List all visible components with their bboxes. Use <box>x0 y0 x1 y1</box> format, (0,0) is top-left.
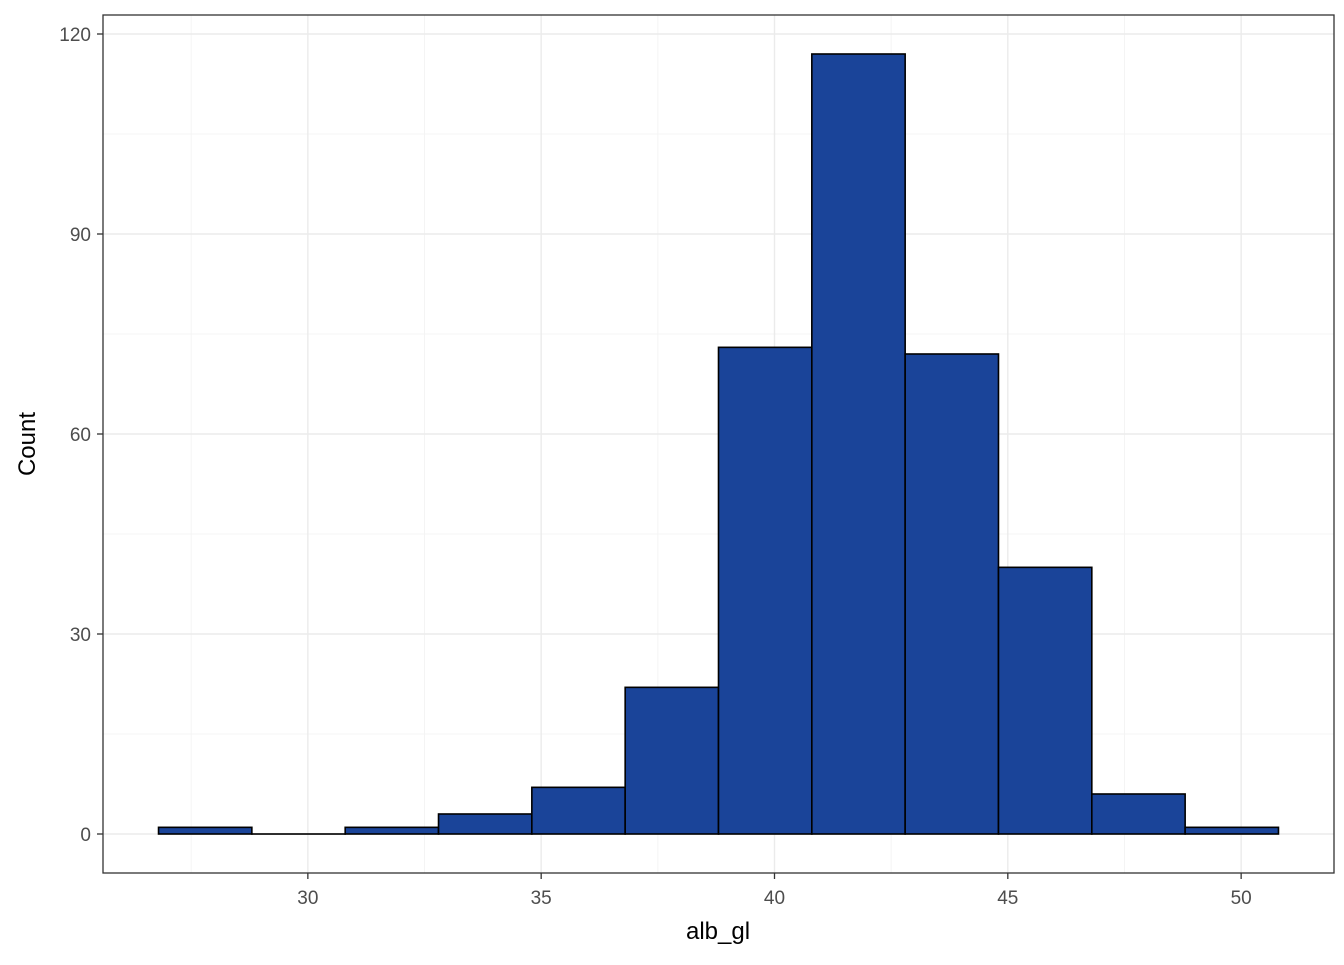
histogram-bar <box>905 354 998 834</box>
x-tick-label: 30 <box>297 888 318 909</box>
x-tick-label: 50 <box>1231 888 1252 909</box>
histogram-bar <box>345 827 438 834</box>
y-tick-label: 90 <box>70 225 91 246</box>
histogram-bar <box>1092 794 1185 834</box>
x-tick-label: 45 <box>997 888 1018 909</box>
x-tick-label: 35 <box>531 888 552 909</box>
y-tick-label: 120 <box>59 25 91 46</box>
histogram-bar <box>1185 827 1278 834</box>
y-axis-title: Count <box>14 412 41 476</box>
histogram-bar <box>812 54 905 834</box>
y-tick-label: 30 <box>70 625 91 646</box>
histogram-bar <box>625 687 718 834</box>
x-axis-title: alb_gl <box>686 918 750 945</box>
x-tick-label: 40 <box>764 888 785 909</box>
histogram-bar <box>998 567 1091 834</box>
y-tick-label: 0 <box>80 825 91 846</box>
y-tick-label: 60 <box>70 425 91 446</box>
histogram-bar <box>159 827 252 834</box>
bars-layer <box>159 54 1279 834</box>
histogram-bar <box>719 347 812 834</box>
histogram-bar <box>532 787 625 834</box>
histogram-bar <box>439 814 532 834</box>
